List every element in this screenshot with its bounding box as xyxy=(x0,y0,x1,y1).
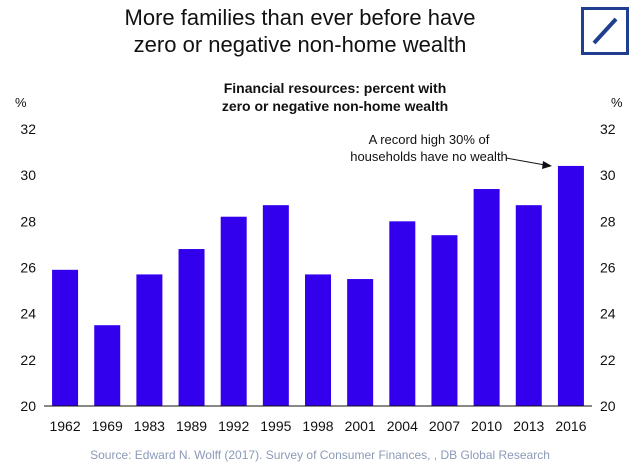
bar-2010 xyxy=(473,189,500,406)
bar-1989 xyxy=(178,249,205,406)
bar-1998 xyxy=(305,274,331,406)
chart-headline: More families than ever before have zero… xyxy=(70,4,530,58)
x-tick-label: 1962 xyxy=(49,418,80,434)
bar-1992 xyxy=(220,216,247,406)
x-tick-label: 1989 xyxy=(176,418,207,434)
x-tick-label: 2016 xyxy=(555,418,586,434)
y-tick-label-left: 22 xyxy=(20,352,36,368)
x-tick-label: 1995 xyxy=(260,418,291,434)
headline-line-2: zero or negative non-home wealth xyxy=(133,32,467,57)
bar-1962 xyxy=(52,269,79,406)
y-tick-label-left: 28 xyxy=(20,213,36,229)
bar-1969 xyxy=(94,325,121,406)
deutsche-bank-logo-icon xyxy=(581,7,629,55)
y-axis-unit-left: % xyxy=(15,95,27,110)
bar-2001 xyxy=(347,279,374,406)
y-axis-unit-right: % xyxy=(611,95,623,110)
y-tick-label-left: 20 xyxy=(20,398,36,414)
y-tick-label-left: 32 xyxy=(20,121,36,137)
bar-2004 xyxy=(389,221,416,406)
bar-1983 xyxy=(136,274,163,406)
x-tick-label: 2010 xyxy=(471,418,502,434)
y-tick-label-left: 24 xyxy=(20,306,36,322)
bar-series xyxy=(52,165,584,406)
annotation-arrow xyxy=(505,157,546,166)
x-tick-label: 2013 xyxy=(513,418,544,434)
annotation: A record high 30% of households have no … xyxy=(350,132,552,169)
annotation-arrowhead xyxy=(542,161,552,169)
y-tick-label-right: 22 xyxy=(600,352,616,368)
bar-1995 xyxy=(262,205,289,406)
y-tick-label-right: 26 xyxy=(600,260,616,276)
bar-2007 xyxy=(431,235,458,406)
y-tick-label-right: 30 xyxy=(600,167,616,183)
y-tick-label-right: 24 xyxy=(600,306,616,322)
x-tick-label: 2004 xyxy=(387,418,418,434)
bar-2013 xyxy=(515,205,542,406)
x-tick-label: 2001 xyxy=(345,418,376,434)
y-axis-right: 20 22 24 26 28 30 32 xyxy=(600,121,616,414)
x-tick-label: 1983 xyxy=(134,418,165,434)
headline-line-1: More families than ever before have xyxy=(124,5,476,30)
x-tick-label: 1992 xyxy=(218,418,249,434)
annotation-line-1: A record high 30% of xyxy=(369,132,490,147)
x-axis: 1962 1969 1983 1989 1992 1995 1998 2001 2004 2007… xyxy=(49,418,586,434)
y-tick-label-right: 20 xyxy=(600,398,616,414)
annotation-line-2: households have no wealth xyxy=(350,149,508,164)
y-tick-label-left: 26 xyxy=(20,260,36,276)
y-tick-label-left: 30 xyxy=(20,167,36,183)
y-tick-label-right: 32 xyxy=(600,121,616,137)
bar-2016 xyxy=(557,165,584,406)
x-tick-label: 2007 xyxy=(429,418,460,434)
x-tick-label: 1969 xyxy=(92,418,123,434)
source-note: Source: Edward N. Wolff (2017). Survey o… xyxy=(90,448,550,462)
x-tick-label: 1998 xyxy=(302,418,333,434)
y-tick-label-right: 28 xyxy=(600,213,616,229)
y-axis-left: 20 22 24 26 28 30 32 xyxy=(20,121,36,414)
chart-title-line-1: Financial resources: percent with xyxy=(224,80,447,96)
chart-title-line-2: zero or negative non-home wealth xyxy=(222,98,448,114)
